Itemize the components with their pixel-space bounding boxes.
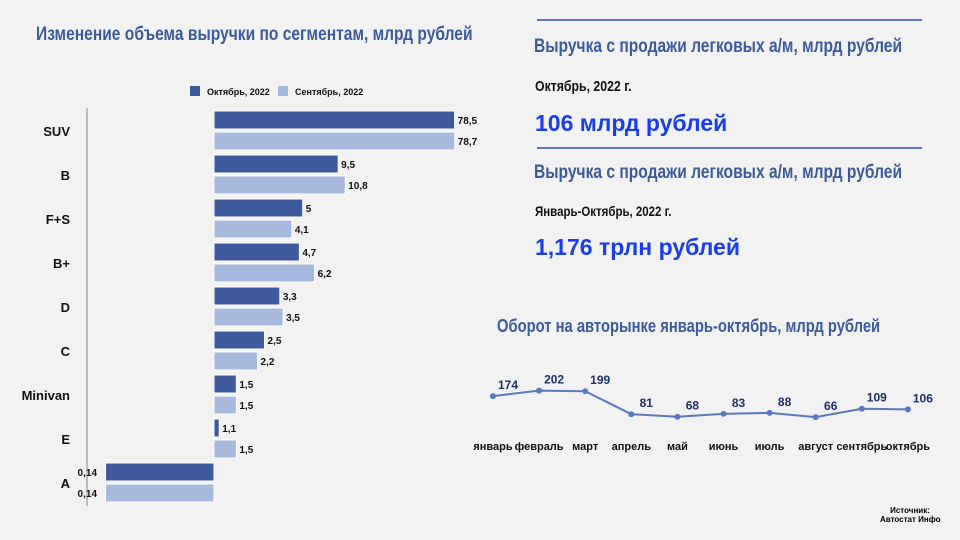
source-name: Автостат Инфо [880,515,941,524]
data-point [674,413,681,420]
divider [537,147,922,149]
point-value-label: 81 [640,396,654,410]
segment-bar-chart: Октябрь, 2022 Сентябрь, 2022 SUV 78,5 78,7 B 9… [22,86,478,506]
category-label: F+S [46,212,71,227]
bar-october [213,330,266,350]
data-point [766,409,773,416]
bar-october [213,374,237,394]
bar-value-label: 78,5 [458,116,478,127]
block1-period: Октябрь, 2022 г. [535,78,632,95]
bar-october [213,242,300,262]
bar-value-label: 3,5 [286,313,300,324]
category-label: Minivan [22,388,70,403]
data-point [720,410,727,417]
block2-value: 1,176 трлн рублей [535,234,740,260]
data-point [812,414,819,421]
month-label: май [667,441,688,453]
bar-october [105,462,215,482]
bar-september [213,351,258,371]
category-label: SUV [43,124,70,139]
bar-value-label: 10,8 [348,181,368,192]
bar-september [213,395,237,415]
source-note: Источник: Автостат Инфо [880,506,941,524]
bar-september [213,219,293,239]
point-value-label: 202 [544,373,564,387]
block1-title: Выручка с продажи легковых а/м, млрд руб… [534,36,903,57]
category-label: B+ [53,256,70,271]
bar-value-label: 1,1 [222,424,236,435]
data-point [904,406,911,413]
point-value-label: 109 [867,391,887,405]
bar-september [105,483,215,503]
bar-september [213,175,346,195]
bar-value-label: 0,14 [78,468,98,479]
source-label: Источник: [890,506,930,515]
bar-value-label: 6,2 [318,269,332,280]
category-label: E [61,432,70,447]
bar-october [213,286,281,306]
month-label: август [798,441,833,453]
bar-october [213,110,456,130]
turnover-line [492,389,908,419]
data-point [536,387,543,394]
bar-september [213,263,316,283]
block2-title: Выручка с продажи легковых а/м, млрд руб… [534,162,903,183]
bar-september [213,307,284,327]
bar-value-label: 9,5 [341,160,355,171]
legend-swatch [190,86,200,96]
month-label: апрель [612,441,652,453]
bar-value-label: 4,7 [302,248,316,259]
legend-label: Сентябрь, 2022 [295,87,363,97]
point-value-label: 68 [686,399,700,413]
data-point [582,388,589,395]
month-label: июль [755,441,785,453]
bar-value-label: 5 [306,204,312,215]
line-chart-title: Оборот на авторынке январь-октябрь, млрд… [497,316,881,336]
point-value-label: 88 [778,395,792,409]
category-label: D [61,300,70,315]
point-value-label: 83 [732,396,746,410]
legend-label: Октябрь, 2022 [207,87,270,97]
data-point [628,411,635,418]
month-label: октябрь [886,441,931,453]
bar-september [213,131,456,151]
month-label: сентябрь [836,441,887,453]
bar-value-label: 4,1 [295,225,309,236]
bar-october [213,198,304,218]
divider [537,19,922,21]
month-label: июнь [709,441,739,453]
bar-value-label: 2,5 [268,336,282,347]
block2-period: Январь-Октябрь, 2022 г. [535,203,672,219]
bar-september [213,439,237,459]
block1-value: 106 млрд рублей [535,110,728,136]
point-value-label: 199 [590,373,610,387]
bar-chart-title: Изменение объема выручки по сегментам, м… [36,24,473,45]
data-point [858,405,865,412]
category-label: B [61,168,70,183]
point-value-label: 66 [824,399,838,413]
bar-value-label: 78,7 [458,137,478,148]
bar-october [213,154,339,174]
bar-value-label: 3,3 [283,292,297,303]
bar-value-label: 0,14 [78,489,98,500]
bar-october [213,418,220,438]
bar-value-label: 2,2 [260,357,274,368]
category-label: A [61,476,71,491]
bar-value-label: 1,5 [239,401,253,412]
legend-swatch [278,86,288,96]
point-value-label: 106 [913,391,933,405]
month-label: март [572,441,599,453]
bar-value-label: 1,5 [239,445,253,456]
category-label: C [61,344,71,359]
bar-value-label: 1,5 [239,380,253,391]
